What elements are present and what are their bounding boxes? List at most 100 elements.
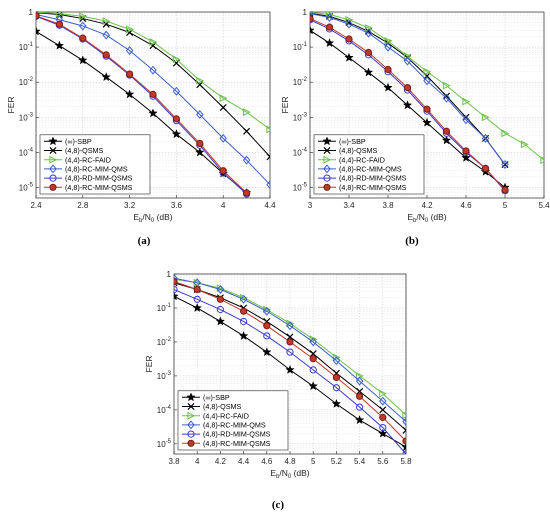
data-point bbox=[215, 316, 226, 326]
data-point bbox=[345, 15, 354, 24]
data-point bbox=[345, 19, 353, 29]
data-point bbox=[196, 110, 204, 119]
data-point bbox=[172, 55, 181, 64]
data-point bbox=[238, 330, 249, 340]
data-point bbox=[219, 103, 227, 112]
x-tick-label: 5.4 bbox=[354, 457, 366, 466]
data-point bbox=[240, 317, 248, 326]
data-point bbox=[243, 108, 251, 117]
data-point bbox=[193, 295, 201, 303]
data-point bbox=[356, 403, 364, 411]
y-tick-label: 10-5 bbox=[157, 439, 172, 449]
data-point bbox=[240, 307, 248, 315]
data-point bbox=[286, 348, 294, 356]
data-point bbox=[423, 105, 431, 113]
data-point bbox=[402, 437, 406, 445]
data-point bbox=[124, 89, 135, 99]
data-point bbox=[442, 127, 451, 135]
data-point bbox=[266, 180, 270, 190]
x-axis-label: Eb/N0 (dB) bbox=[270, 468, 309, 480]
data-point bbox=[379, 389, 388, 398]
data-point bbox=[384, 42, 392, 52]
data-point bbox=[384, 65, 392, 74]
series-line bbox=[36, 13, 270, 186]
x-tick-label: 3.8 bbox=[168, 457, 180, 466]
legend-label: (4,4)-RC-FAID bbox=[203, 411, 249, 420]
y-tick-label: 10-5 bbox=[19, 182, 34, 192]
legend: (∞)-SBP(4,8)-QSMS(4,4)-RC-FAID(4,8)-RC-M… bbox=[177, 390, 289, 451]
data-point bbox=[174, 277, 178, 286]
x-tick-label: 4.6 bbox=[261, 457, 273, 466]
chart-panel-3: 10-5 10-4 10-3 10-2 10-1 1 3.8 4 4.2 4.4 4.6 4.8 5 5.… bbox=[144, 270, 412, 511]
data-point bbox=[55, 12, 64, 18]
x-tick-label: 5 bbox=[503, 201, 508, 210]
data-point bbox=[332, 373, 340, 382]
series-line bbox=[36, 30, 247, 194]
data-point bbox=[55, 20, 64, 28]
data-point bbox=[216, 295, 224, 303]
data-point bbox=[461, 152, 471, 162]
data-point bbox=[172, 86, 181, 96]
data-point bbox=[263, 322, 271, 330]
data-point bbox=[78, 55, 88, 65]
data-point bbox=[344, 52, 354, 62]
data-point bbox=[462, 115, 470, 125]
data-point bbox=[286, 321, 294, 331]
legend-marker bbox=[322, 136, 332, 146]
data-point bbox=[310, 25, 315, 35]
data-point bbox=[501, 160, 509, 170]
data-point bbox=[309, 355, 317, 363]
data-point bbox=[174, 291, 179, 301]
data-point bbox=[54, 40, 65, 50]
data-point bbox=[242, 155, 251, 165]
data-point bbox=[378, 428, 388, 438]
legend-label: (∞)-SBP bbox=[65, 137, 92, 146]
legend-marker bbox=[323, 183, 331, 191]
data-point bbox=[149, 90, 157, 98]
x-tick-label: 4.8 bbox=[284, 457, 296, 466]
legend-marker bbox=[49, 146, 57, 155]
legend-marker bbox=[49, 164, 57, 174]
legend-label: (4,8)-RD-MIM-QSMS bbox=[203, 430, 271, 439]
data-point bbox=[263, 306, 271, 316]
legend-marker bbox=[187, 430, 195, 438]
data-point bbox=[402, 411, 406, 420]
x-tick-label: 4 bbox=[221, 201, 226, 210]
data-point bbox=[309, 337, 317, 347]
legend-marker bbox=[187, 420, 195, 430]
series-line bbox=[36, 12, 270, 130]
y-axis-label: FER bbox=[144, 356, 154, 373]
legend-label: (4,8)-RC-MIM-QSMS bbox=[65, 183, 133, 192]
data-point bbox=[125, 46, 134, 55]
data-point bbox=[355, 376, 364, 386]
data-point bbox=[172, 115, 180, 123]
data-point bbox=[345, 35, 353, 43]
x-tick-label: 3.4 bbox=[343, 201, 355, 210]
series-group bbox=[310, 12, 544, 195]
y-tick-label: 10-2 bbox=[19, 77, 34, 87]
y-tick-label: 10-1 bbox=[19, 42, 34, 52]
data-point bbox=[379, 424, 387, 432]
chart-panel-2: 10-5 10-4 10-3 10-2 10-1 1 3 3.4 3.8 4.2 4.6 5 5.4 FE… bbox=[280, 8, 550, 247]
x-tick-label: 5 bbox=[311, 457, 316, 466]
legend-label: (4,8)-QSMS bbox=[65, 146, 104, 155]
y-tick-label: 10-3 bbox=[157, 371, 172, 381]
x-tick-label: 2.4 bbox=[30, 201, 42, 210]
data-point bbox=[79, 12, 88, 21]
data-point bbox=[126, 25, 134, 34]
data-point bbox=[332, 353, 341, 362]
data-point bbox=[79, 34, 87, 42]
data-point bbox=[363, 67, 374, 77]
data-point bbox=[36, 26, 41, 36]
y-tick-label: 10-4 bbox=[19, 147, 34, 157]
legend-label: (4,4)-RC-FAID bbox=[65, 155, 111, 164]
data-point bbox=[310, 14, 314, 23]
legend-marker bbox=[49, 155, 58, 164]
data-point bbox=[441, 135, 452, 145]
data-point bbox=[216, 305, 224, 314]
y-tick-label: 10-5 bbox=[293, 182, 308, 192]
data-point bbox=[481, 113, 490, 122]
legend-label: (4,8)-RC-MIM-QMS bbox=[203, 421, 266, 430]
data-point bbox=[379, 396, 387, 406]
series-line bbox=[174, 289, 406, 454]
